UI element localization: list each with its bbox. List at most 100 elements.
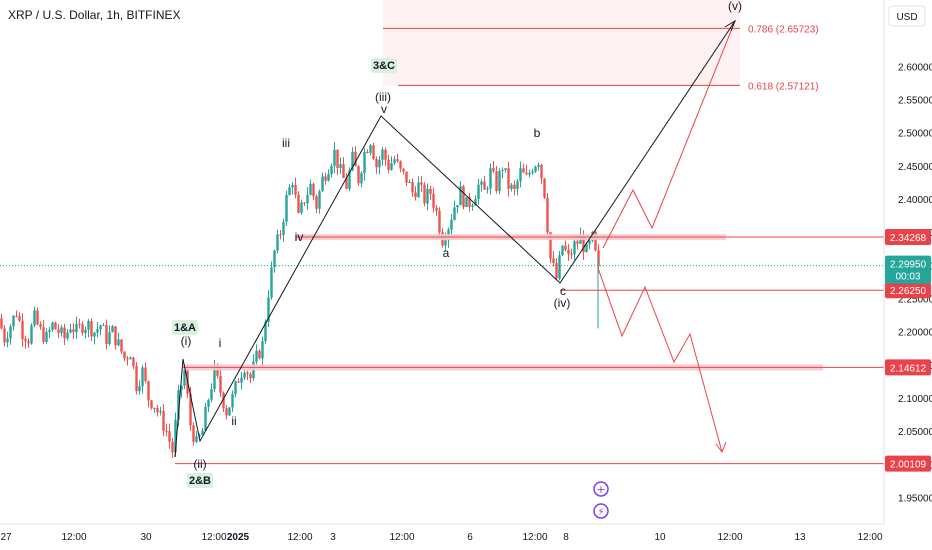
candle-body [513, 184, 516, 189]
x-tick-label: 6 [467, 532, 473, 543]
candle-body [42, 327, 45, 342]
candle-body [483, 181, 486, 190]
candle-body [333, 149, 336, 167]
candle-body [237, 381, 240, 383]
candle-body [60, 327, 63, 334]
candle-body [507, 168, 510, 189]
currency-button[interactable] [888, 5, 926, 27]
candle-body [462, 186, 465, 207]
candle-body [519, 168, 522, 182]
candle-body [501, 169, 504, 171]
candle-body [570, 253, 573, 255]
candle-body [426, 188, 429, 204]
candle-body [285, 194, 288, 222]
wave-label: i [219, 336, 222, 350]
wave-label: a [443, 246, 450, 260]
y-tick-label: 2.60000 [898, 62, 932, 73]
candle-body [339, 164, 342, 169]
candle-body [234, 381, 237, 394]
candle-body [204, 406, 207, 431]
candle-body [18, 316, 21, 321]
bear-projection-path [597, 267, 723, 453]
candle-body [564, 245, 567, 250]
candle-body [309, 183, 312, 195]
wave-label: b [534, 126, 541, 140]
candle-body [588, 240, 591, 245]
candles [0, 142, 600, 459]
candle-body [477, 184, 480, 200]
y-tick-label: 1.95000 [898, 493, 932, 504]
candle-body [6, 338, 9, 343]
candle-body [453, 207, 456, 220]
candle-body [366, 152, 369, 154]
candle-body [408, 181, 411, 183]
candle-body [396, 159, 399, 162]
candle-body [534, 166, 537, 172]
candle-body [222, 392, 225, 409]
candle-body [375, 158, 378, 168]
candle-body [183, 370, 186, 386]
candle-body [48, 329, 51, 332]
candle-body [528, 172, 531, 175]
x-tick-label: 8 [563, 532, 569, 543]
candle-body [306, 194, 309, 204]
candle-body [147, 381, 150, 401]
candle-body [33, 310, 36, 326]
current-price-label: 2.29950 [890, 260, 927, 271]
candle-body [258, 350, 261, 359]
candle-body [189, 393, 192, 426]
wave-label: (v) [728, 0, 742, 13]
candle-body [120, 339, 123, 352]
wave-box-label: 3&C [373, 60, 395, 72]
candle-body [444, 240, 447, 246]
candle-body [390, 163, 393, 170]
wave-box-label: 2&B [189, 475, 211, 487]
lightning-event-icon[interactable] [593, 503, 609, 519]
candle-body [405, 171, 408, 183]
candle-body [54, 322, 57, 330]
candle-body [3, 328, 6, 343]
wave-box [371, 58, 397, 73]
candle-body [165, 430, 168, 432]
candle-body [132, 357, 135, 367]
x-tick-label: 12:00 [522, 532, 547, 543]
candle-body [270, 267, 273, 298]
candle-body [219, 375, 222, 393]
x-tick-label: 2025 [227, 532, 250, 543]
candle-body [474, 199, 477, 206]
candle-body [585, 244, 588, 253]
candle-body [57, 329, 60, 334]
candle-body [576, 241, 579, 244]
candle-body [168, 431, 171, 442]
candle-body [93, 332, 96, 337]
candle-body [495, 171, 498, 192]
candle-body [399, 161, 402, 169]
candle-body [336, 149, 339, 169]
candle-body [279, 234, 282, 236]
candle-body [90, 321, 93, 337]
candle-body [129, 357, 132, 360]
candle-body [96, 329, 99, 333]
y-tick-label: 2.20000 [898, 328, 932, 339]
x-tick-label: 12:00 [61, 532, 86, 543]
y-tick-label: 2.45000 [898, 162, 932, 173]
candle-body [213, 364, 216, 390]
price-level-tag-label: 2.00109 [890, 460, 927, 471]
candle-body [102, 325, 105, 327]
lightning-event-glyph: ⚡ [597, 507, 604, 518]
candle-body [450, 219, 453, 230]
candle-body [381, 149, 384, 160]
candle-body [342, 164, 345, 178]
candle-body [348, 170, 351, 189]
candle-body [282, 221, 285, 235]
candle-body [174, 419, 177, 453]
plus-event-icon[interactable] [593, 481, 609, 497]
candle-body [357, 166, 360, 184]
candle-body [198, 434, 201, 437]
candle-body [294, 185, 297, 195]
candle-body [78, 323, 81, 325]
x-tick-label: 3 [330, 532, 336, 543]
candle-body [114, 326, 117, 346]
candle-body [150, 400, 153, 409]
